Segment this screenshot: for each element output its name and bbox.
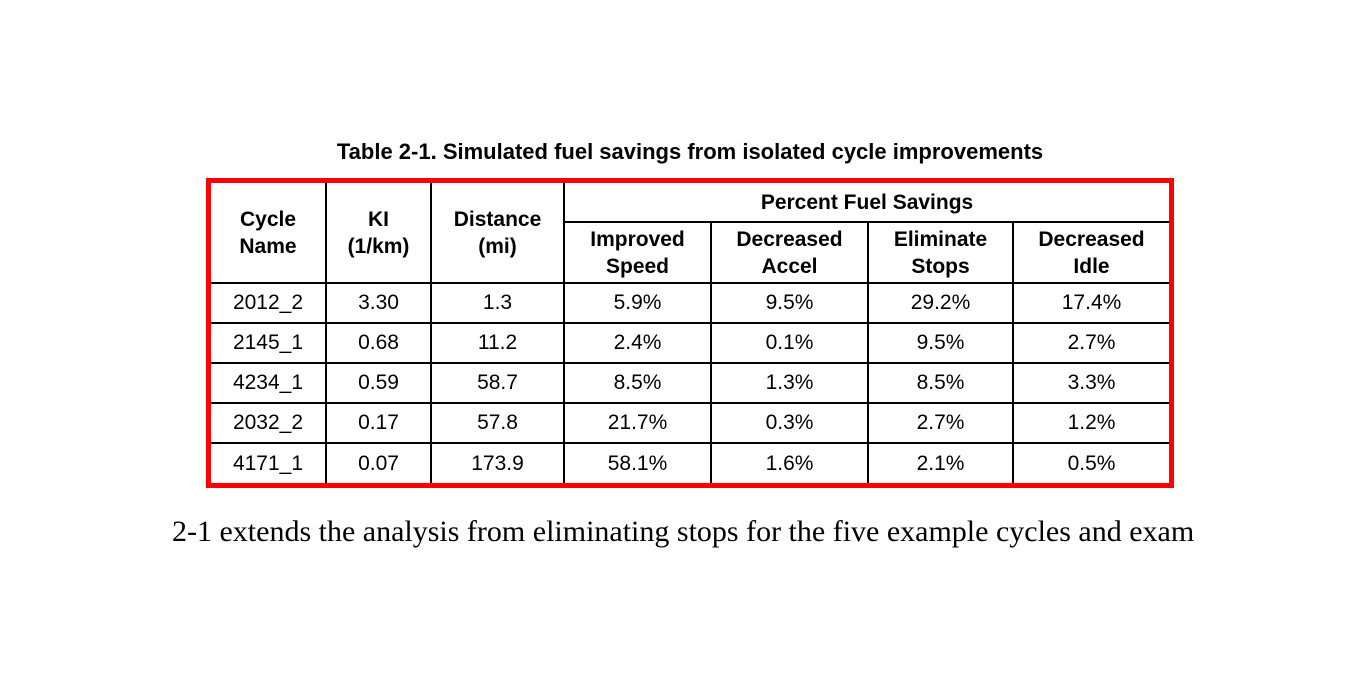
table-cell: 1.3 [430, 282, 565, 324]
fuel-savings-table-grid: Cycle Name KI (1/km) Distance (mi) Perce… [210, 182, 1171, 484]
table-row: 2032_2 0.17 57.8 21.7% 0.3% 2.7% 1.2% [210, 402, 1171, 444]
table-cell: 4234_1 [210, 362, 327, 404]
table-cell: 2.4% [563, 322, 712, 364]
table-cell: 173.9 [430, 442, 565, 484]
table-row: 4234_1 0.59 58.7 8.5% 1.3% 8.5% 3.3% [210, 362, 1171, 404]
fuel-savings-table: Cycle Name KI (1/km) Distance (mi) Perce… [206, 178, 1175, 488]
table-cell: 2.7% [867, 402, 1014, 444]
table-cell: 8.5% [563, 362, 712, 404]
table-cell: 0.1% [710, 322, 869, 364]
table-cell: 2032_2 [210, 402, 327, 444]
table-cell: 0.07 [325, 442, 432, 484]
table-cell: 9.5% [867, 322, 1014, 364]
sub-header-decreased-idle: Decreased Idle [1011, 221, 1171, 284]
table-cell: 0.59 [325, 362, 432, 404]
table-cell: 1.6% [710, 442, 869, 484]
body-text: 2-1 extends the analysis from eliminatin… [172, 515, 1195, 548]
table-cell: 58.7 [430, 362, 565, 404]
header-row-group: Cycle Name KI (1/km) Distance (mi) Perce… [210, 182, 1171, 284]
table-row: 2012_2 3.30 1.3 5.9% 9.5% 29.2% 17.4% [210, 282, 1171, 324]
table-cell: 2.7% [1011, 322, 1171, 364]
table-cell: 9.5% [710, 282, 869, 324]
table-cell: 0.5% [1011, 442, 1171, 484]
group-header-percent-fuel-savings: Percent Fuel Savings [562, 182, 1171, 223]
table-cell: 3.3% [1011, 362, 1171, 404]
table-cell: 0.68 [325, 322, 432, 364]
col-header-ki: KI (1/km) [325, 182, 432, 284]
table-row: 2145_1 0.68 11.2 2.4% 0.1% 9.5% 2.7% [210, 322, 1171, 364]
table-cell: 2.1% [867, 442, 1014, 484]
table-cell: 8.5% [867, 362, 1014, 404]
sub-header-decreased-accel: Decreased Accel [710, 221, 869, 284]
col-header-cycle-name: Cycle Name [210, 182, 327, 284]
table-cell: 11.2 [430, 322, 565, 364]
col-header-distance: Distance (mi) [430, 182, 565, 284]
table-cell: 58.1% [563, 442, 712, 484]
header-row-sub: Improved Speed Decreased Accel Eliminate… [211, 221, 1171, 284]
sub-header-eliminate-stops: Eliminate Stops [867, 221, 1014, 284]
table-cell: 2145_1 [210, 322, 327, 364]
table-cell: 21.7% [563, 402, 712, 444]
table-caption: Table 2-1. Simulated fuel savings from i… [336, 139, 1044, 164]
table-row: 4171_1 0.07 173.9 58.1% 1.6% 2.1% 0.5% [210, 442, 1171, 484]
table-cell: 0.17 [325, 402, 432, 444]
sub-header-improved-speed: Improved Speed [563, 221, 712, 284]
table-cell: 1.3% [710, 362, 869, 404]
table-cell: 57.8 [430, 402, 565, 444]
table-cell: 3.30 [325, 282, 432, 324]
table-cell: 4171_1 [210, 442, 327, 484]
table-cell: 17.4% [1011, 282, 1171, 324]
table-cell: 1.2% [1011, 402, 1171, 444]
table-cell: 0.3% [710, 402, 869, 444]
table-cell: 5.9% [563, 282, 712, 324]
table-cell: 2012_2 [210, 282, 327, 324]
table-cell: 29.2% [867, 282, 1014, 324]
